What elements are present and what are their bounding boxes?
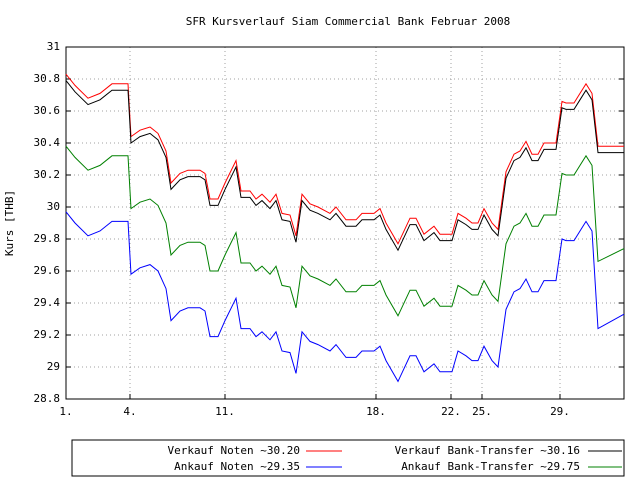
x-tick-label: 25. [472,405,492,418]
legend-label: Verkauf Bank-Transfer ~30.16 [395,444,580,457]
y-tick-label: 29.2 [34,328,61,341]
legend-box [71,439,625,477]
legend-label: Verkauf Noten ~30.20 [168,444,300,457]
series-line [65,145,625,317]
y-tick-label: 29 [47,360,60,373]
y-tick-label: 30 [47,200,60,213]
y-tick-label: 29.6 [34,264,61,277]
x-tick-label: 1. [59,405,72,418]
y-tick-label: 29.8 [34,232,61,245]
y-axis-label: Kurs [THB] [3,190,16,256]
y-tick-label: 30.6 [34,104,61,117]
legend-label: Ankauf Noten ~29.35 [174,460,300,473]
x-tick-label: 22. [441,405,461,418]
y-tick-label: 28.8 [34,392,61,405]
y-tick-label: 31 [47,40,60,53]
plot-frame [65,46,625,400]
x-tick-label: 29. [550,405,570,418]
series-line [65,73,624,245]
series-line [65,80,624,252]
x-tick-label: 18. [366,405,386,418]
x-tick-label: 11. [215,405,235,418]
legend-label: Ankauf Bank-Transfer ~29.75 [401,460,580,473]
y-tick-label: 30.2 [34,168,61,181]
series-line [65,211,625,383]
y-tick-label: 29.4 [34,296,61,309]
x-tick-label: 4. [123,405,136,418]
chart-title: SFR Kursverlauf Siam Commercial Bank Feb… [186,15,511,28]
y-tick-label: 30.8 [34,72,61,85]
y-tick-label: 30.4 [34,136,61,149]
